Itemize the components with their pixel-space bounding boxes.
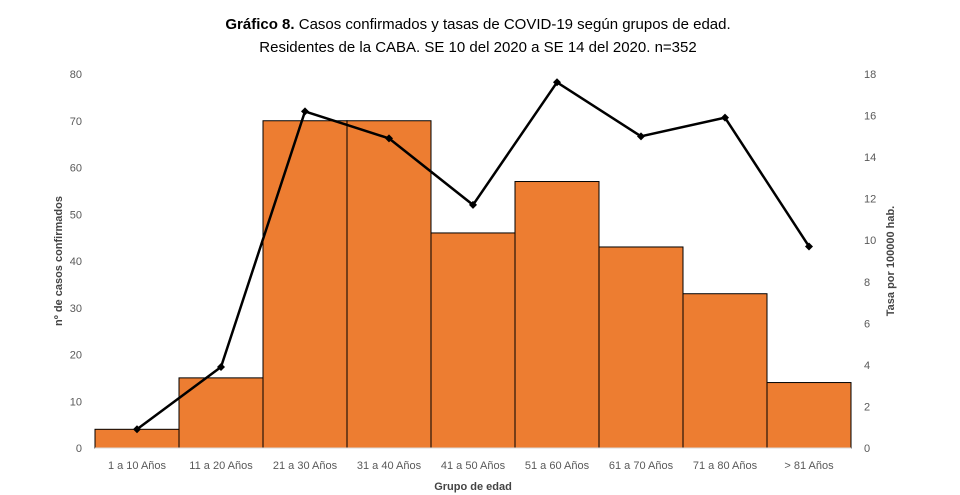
chart-title-rest: Casos confirmados y tasas de COVID-19 se… [295, 16, 731, 33]
x-axis-label: Grupo de edad [434, 481, 512, 493]
x-tick-label-5: 51 a 60 Años [525, 460, 590, 472]
bar-2 [262, 120, 348, 449]
y-axis-label: nº de casos confirmados [53, 196, 65, 326]
y-tick-label-7: 70 [70, 116, 82, 128]
y2-tick-label-6: 12 [864, 194, 876, 206]
bar-7 [682, 293, 768, 449]
x-tick-label-1: 11 a 20 Años [189, 460, 253, 472]
y2-axis-label: Tasa por 100000 hab. [885, 206, 897, 316]
y-tick-label-4: 40 [70, 256, 82, 268]
y-tick-label-0: 0 [76, 443, 82, 455]
rate-marker-0 [133, 425, 141, 434]
rate-marker-6 [637, 132, 645, 141]
bar-6 [598, 246, 684, 449]
y-tick-label-3: 30 [70, 303, 82, 315]
y-tick-label-1: 10 [70, 396, 82, 408]
y2-tick-label-3: 6 [864, 318, 870, 330]
y-tick-label-8: 80 [70, 69, 82, 81]
x-tick-label-7: 71 a 80 Años [693, 460, 758, 472]
x-tick-label-6: 61 a 70 Años [609, 460, 674, 472]
rate-marker-5 [553, 78, 561, 87]
bar-layer [94, 120, 852, 449]
line-layer [133, 78, 813, 434]
y2-tick-label-0: 0 [864, 443, 870, 455]
rate-marker-7 [721, 113, 729, 122]
y-tick-label-2: 20 [70, 350, 82, 362]
bar-5 [514, 181, 600, 449]
chart-subtitle: Residentes de la CABA. SE 10 del 2020 a … [259, 39, 696, 56]
bar-3 [346, 120, 432, 449]
rate-marker-2 [301, 107, 309, 116]
x-tick-label-8: > 81 Años [784, 460, 834, 472]
chart-title-bold: Gráfico 8. [225, 16, 294, 33]
chart-title: Gráfico 8. Casos confirmados y tasas de … [225, 16, 730, 33]
y-tick-label-5: 50 [70, 209, 82, 221]
rate-marker-8 [805, 242, 813, 251]
y2-tick-label-9: 18 [864, 69, 876, 81]
x-tick-label-0: 1 a 10 Años [108, 460, 167, 472]
y2-tick-label-1: 2 [864, 401, 870, 413]
y2-tick-label-5: 10 [864, 235, 876, 247]
x-tick-label-3: 31 a 40 Años [357, 460, 422, 472]
bar-8 [766, 382, 852, 449]
rate-marker-3 [385, 134, 393, 143]
y-tick-label-6: 60 [70, 163, 82, 175]
y2-tick-label-2: 4 [864, 360, 870, 372]
x-tick-label-4: 41 a 50 Años [441, 460, 506, 472]
x-tick-label-2: 21 a 30 Años [273, 460, 338, 472]
rate-marker-4 [469, 200, 477, 209]
bar-1 [178, 377, 264, 449]
tick-layer: 0 10 20 30 40 50 60 70 80 0 2 4 6 8 10 12 14 16 18 1 a 10 A… [70, 69, 877, 472]
bar-4 [430, 232, 516, 449]
rate-marker-1 [217, 362, 225, 371]
y2-tick-label-4: 8 [864, 277, 870, 289]
y2-tick-label-7: 14 [864, 152, 876, 164]
y2-tick-label-8: 16 [864, 111, 876, 123]
